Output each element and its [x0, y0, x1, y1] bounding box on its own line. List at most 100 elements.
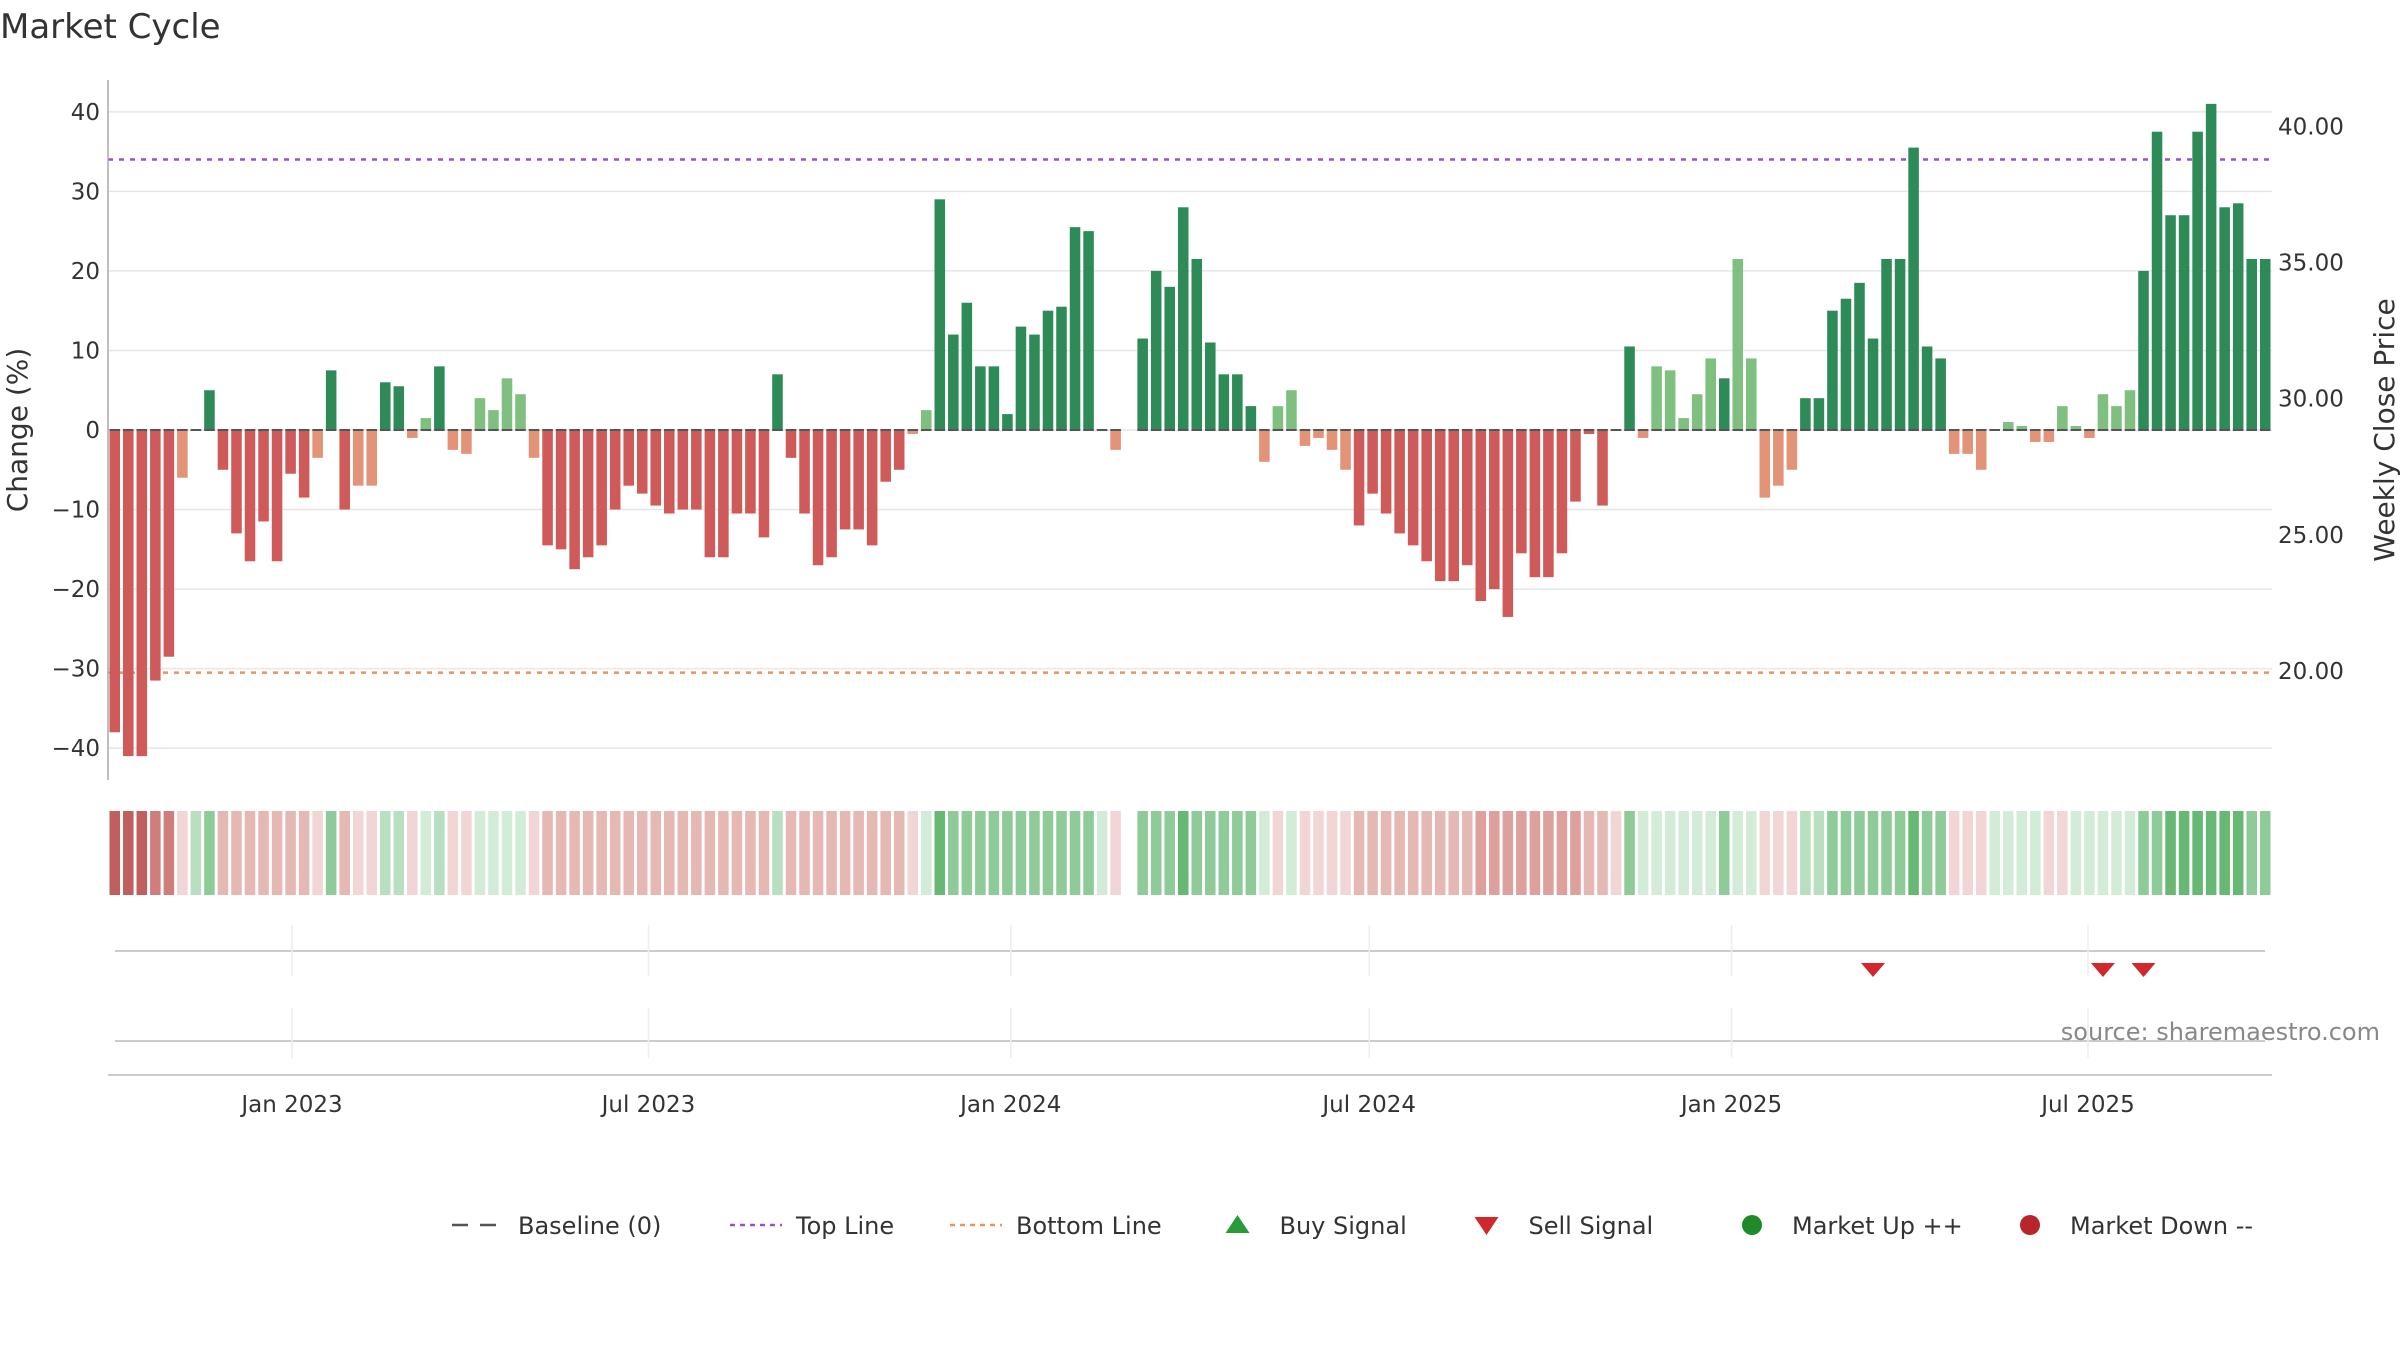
band-cell: [636, 811, 648, 895]
change-bar: [1948, 430, 1960, 454]
legend-label: Market Down --: [2070, 1212, 2253, 1240]
band-cell: [1340, 811, 1351, 895]
change-bar: [1651, 366, 1662, 430]
change-bar: [1015, 326, 1027, 430]
band-cell: [1651, 811, 1662, 895]
band-cell: [177, 811, 188, 895]
band-cell: [2259, 811, 2271, 895]
band-cell: [1543, 811, 1554, 895]
band-cell: [1394, 811, 1405, 895]
change-bar: [1461, 430, 1473, 566]
change-bar: [691, 430, 702, 510]
change-bar: [1908, 147, 1919, 430]
band-cell: [407, 811, 418, 895]
band-cell: [1948, 811, 1960, 895]
band-cell: [474, 811, 486, 895]
change-bar: [150, 430, 161, 681]
y-tick-label: −30: [51, 657, 100, 683]
band-cell: [1232, 811, 1243, 895]
change-bar: [1813, 398, 1825, 430]
band-cell: [204, 811, 215, 895]
band-cell: [1746, 811, 1757, 895]
band-cell: [1800, 811, 1811, 895]
band-cell: [1989, 811, 2001, 895]
legend-label: Baseline (0): [518, 1212, 661, 1240]
change-bar: [1732, 258, 1744, 430]
band-cell: [866, 811, 878, 895]
change-bar: [1367, 430, 1378, 494]
band-cell: [1908, 811, 1919, 895]
band-cell: [2070, 811, 2082, 895]
band-cell: [2165, 811, 2176, 895]
band-cell: [325, 811, 337, 895]
change-bar: [1597, 430, 1608, 506]
band-cell: [799, 811, 810, 895]
change-bar: [2057, 406, 2068, 430]
band-cell: [988, 811, 1000, 895]
band-cell: [677, 811, 689, 895]
band-cell: [1556, 811, 1568, 895]
band-cell: [1502, 811, 1514, 895]
band-cell: [2084, 811, 2095, 895]
change-bar: [2016, 426, 2028, 430]
change-bar: [1827, 310, 1838, 430]
change-bar: [528, 430, 540, 458]
sell-signal-marker: [2131, 963, 2156, 977]
change-bar: [542, 430, 553, 546]
band-cell: [1326, 811, 1338, 895]
band-cell: [352, 811, 364, 895]
x-tick-label: Jan 2023: [239, 1092, 342, 1118]
change-bar: [1407, 430, 1419, 546]
band-cell: [893, 811, 905, 895]
band-cell: [555, 811, 567, 895]
band-cell: [2151, 811, 2163, 895]
band-cell: [298, 811, 310, 895]
change-bar: [961, 302, 973, 430]
change-bar: [2219, 207, 2230, 430]
band-cell: [812, 811, 824, 895]
band-cell: [1286, 811, 1297, 895]
change-bar: [515, 394, 526, 430]
band-cell: [1434, 811, 1446, 895]
band-cell: [447, 811, 459, 895]
band-cell: [664, 811, 675, 895]
band-cell: [190, 811, 202, 895]
change-bar: [109, 430, 121, 733]
change-bar: [1218, 374, 1230, 430]
band-cell: [285, 811, 296, 895]
change-bar: [1691, 394, 1703, 430]
sell-signal-marker: [1861, 963, 1886, 977]
change-bar: [434, 366, 445, 430]
change-bar: [1056, 306, 1067, 430]
band-cell: [1205, 811, 1216, 895]
change-bar: [1177, 207, 1189, 430]
change-bar: [623, 430, 634, 486]
band-cell: [2124, 811, 2136, 895]
band-cell: [434, 811, 445, 895]
change-bar: [1002, 414, 1013, 430]
change-bar: [1543, 430, 1554, 578]
band-cell: [1218, 811, 1230, 895]
change-bar: [880, 430, 891, 482]
legend: Baseline (0) Top Line Bottom Line Buy Signa…: [452, 1212, 2253, 1240]
change-bar: [920, 410, 932, 430]
band-cell: [312, 811, 323, 895]
change-bar: [555, 430, 567, 550]
band-cell: [718, 811, 729, 895]
change-bar: [1556, 430, 1568, 554]
change-bar: [1935, 358, 1946, 430]
legend-label: Sell Signal: [1529, 1212, 1654, 1240]
y2-tick-label: 20.00: [2278, 659, 2344, 685]
change-bar: [1083, 231, 1094, 430]
change-bar: [677, 430, 689, 510]
change-bar: [866, 430, 878, 546]
x-axis-ticks: Jan 2023 Jul 2023 Jan 2024 Jul 2024 Jan 2025…: [239, 925, 2135, 1118]
change-bar: [731, 430, 743, 514]
change-bar: [488, 410, 499, 430]
band-cell: [1935, 811, 1946, 895]
band-cell: [1475, 811, 1487, 895]
band-cell: [1096, 811, 1108, 895]
change-bar: [2232, 203, 2244, 430]
band-cell: [2043, 811, 2055, 895]
change-bar: [2030, 430, 2041, 442]
